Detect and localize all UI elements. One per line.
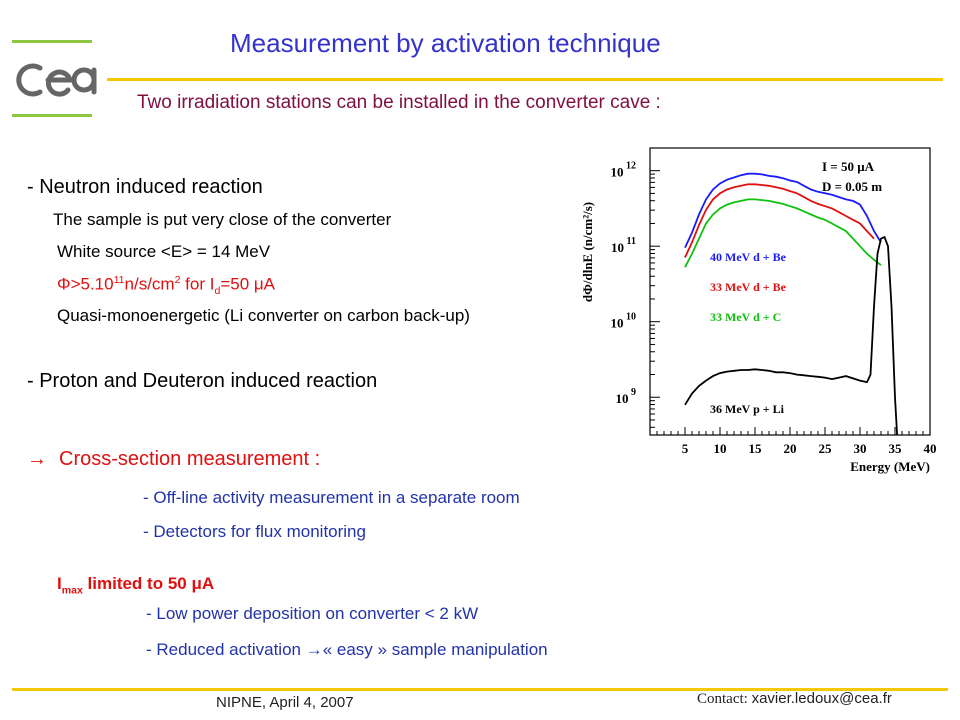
series-group [684,172,898,436]
imax-line: Imax limited to 50 μA [57,574,214,596]
reduced-activation-label: - Reduced activation [146,640,306,659]
flux-chart: 5 10 15 20 25 30 35 40 10 9 10 10 10 11 10 12 Energ… [580,147,937,474]
legend-label-d-c-33: 33 MeV d + C [710,310,781,324]
footer-contact: Contact: xavier.ledoux@cea.fr [697,690,892,708]
proton-heading: - Proton and Deuteron induced reaction [27,370,378,392]
x-tick-label: 40 [924,441,937,456]
y-tick-label: 10 11 [611,236,636,255]
right-arrow-icon: → [305,640,323,659]
x-tick-label: 10 [714,441,727,456]
easy-manipulation-label: « easy » sample manipulation [322,640,548,659]
y-tick-label: 10 9 [616,387,637,406]
chart-annotation-distance: D = 0.05 m [822,179,882,194]
logo-bottom-bar [12,114,92,117]
flux-unit-square: 2 [174,274,181,286]
series-line-1 [684,183,875,258]
legend-label-d-be-33: 33 MeV d + Be [710,280,787,294]
cross-section-line: → Cross-section measurement : [27,448,320,471]
arrow-icon: → [27,448,47,470]
neutron-heading: - Neutron induced reaction [27,176,263,198]
quasi-line: Quasi-monoenergetic (Li converter on car… [57,306,470,325]
footer-date: NIPNE, April 4, 2007 [216,694,354,711]
sample-line: The sample is put very close of the conv… [53,210,392,229]
flux-line: Φ>5.1011n/s/cm2 for Id=50 μA [57,274,275,297]
flux-current-subscript: d [214,285,221,298]
y-tick-label: 10 12 [611,161,637,180]
x-tick-label: 25 [819,441,833,456]
x-tick-label: 5 [682,441,689,456]
legend-label-d-be-40: 40 MeV d + Be [710,250,787,264]
low-power-line: - Low power deposition on converter < 2 … [146,604,479,623]
cea-logo-mark [16,63,97,97]
cross-section-label: Cross-section measurement : [59,448,321,470]
flux-unit: n/s/cm [124,274,175,294]
chart-xlabel: Energy (MeV) [850,459,930,474]
chart-annotation-current: I = 50 μA [822,159,875,174]
flux-phi: Φ [57,274,71,294]
x-tick-label: 20 [784,441,797,456]
footer-rule [12,688,948,691]
reduced-activation-line: - Reduced activation →« easy » sample ma… [146,640,548,660]
contact-label: Contact: [697,691,752,707]
flux-exponent: 11 [113,274,125,286]
tick-group: 5 10 15 20 25 30 35 40 10 9 10 10 10 11 10 12 [611,161,937,456]
page-subtitle: Two irradiation stations can be installe… [137,92,661,113]
chart-text-group: Energy (MeV) dΦ/dlnE (n/cm²/s) I = 50 μA… [580,159,930,474]
page-title: Measurement by activation technique [230,28,661,58]
logo-top-bar [12,40,92,43]
x-tick-label: 35 [889,441,903,456]
x-tick-label: 15 [749,441,763,456]
imax-i: I [57,574,62,593]
chart-ylabel: dΦ/dlnE (n/cm²/s) [580,202,595,302]
white-source-line: White source <E> = 14 MeV [57,242,271,261]
y-tick-label: 10 10 [611,312,637,331]
flux-current-prefix: for I [180,274,215,294]
series-line-2 [684,198,882,268]
header-rule [107,78,943,81]
cea-logo [12,40,98,118]
series-line-0 [684,172,882,249]
imax-subscript: max [61,584,83,597]
legend-label-p-li-36: 36 MeV p + Li [710,402,785,416]
offline-line: - Off-line activity measurement in a sep… [143,488,520,507]
contact-email[interactable]: xavier.ledoux@cea.fr [751,690,892,707]
series-line-3 [684,235,898,436]
flux-value: >5.10 [70,274,114,294]
flux-current-value: =50 μA [220,274,276,294]
imax-limit: limited to 50 μA [82,574,215,593]
detectors-line: - Detectors for flux monitoring [143,522,366,541]
x-tick-label: 30 [854,441,867,456]
